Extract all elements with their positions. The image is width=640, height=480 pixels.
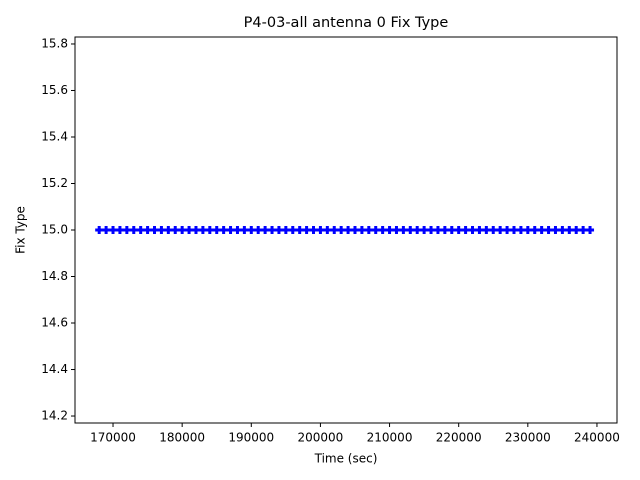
y-tick-label: 14.2 <box>41 409 68 423</box>
data-point <box>337 226 346 234</box>
data-point <box>254 226 263 234</box>
data-point <box>330 226 339 234</box>
data-point <box>109 226 118 234</box>
y-tick-label: 15.8 <box>41 36 68 50</box>
data-point <box>523 226 532 234</box>
data-point <box>551 226 560 234</box>
data-point <box>537 226 546 234</box>
data-point <box>503 226 512 234</box>
data-point <box>579 226 588 234</box>
data-point <box>212 226 221 234</box>
data-point <box>198 226 207 234</box>
data-point <box>461 226 470 234</box>
data-point <box>261 226 270 234</box>
data-point <box>344 226 353 234</box>
data-point <box>219 226 228 234</box>
y-tick-label: 14.6 <box>41 316 68 330</box>
data-point <box>247 226 256 234</box>
data-point <box>233 226 242 234</box>
data-point <box>586 226 595 234</box>
data-point <box>433 226 442 234</box>
data-point <box>95 226 104 234</box>
data-point <box>385 226 394 234</box>
data-point <box>516 226 525 234</box>
data-point <box>468 226 477 234</box>
data-point <box>164 226 173 234</box>
data-point <box>496 226 505 234</box>
x-axis-label: Time (sec) <box>314 452 378 466</box>
data-point <box>122 226 131 234</box>
data-point <box>226 226 235 234</box>
data-point <box>316 226 325 234</box>
data-point <box>413 226 422 234</box>
data-point <box>558 226 567 234</box>
data-point <box>185 226 194 234</box>
x-tick-label: 240000 <box>574 431 620 445</box>
data-point <box>399 226 408 234</box>
x-tick-label: 190000 <box>228 431 274 445</box>
data-point <box>143 226 152 234</box>
y-axis-label: Fix Type <box>14 206 28 254</box>
data-point <box>302 226 311 234</box>
data-point <box>378 226 387 234</box>
data-point <box>509 226 518 234</box>
data-point <box>454 226 463 234</box>
data-point <box>150 226 159 234</box>
data-point <box>565 226 574 234</box>
data-point <box>427 226 436 234</box>
data-point <box>475 226 484 234</box>
data-point <box>157 226 166 234</box>
y-tick-label: 15.6 <box>41 83 68 97</box>
data-point <box>323 226 332 234</box>
data-point <box>544 226 553 234</box>
data-point <box>357 226 366 234</box>
data-point <box>281 226 290 234</box>
chart-title: P4-03-all antenna 0 Fix Type <box>244 15 449 31</box>
data-point <box>309 226 318 234</box>
x-tick-label: 230000 <box>505 431 551 445</box>
data-point <box>482 226 491 234</box>
plot-area <box>95 226 595 234</box>
data-point <box>129 226 138 234</box>
data-point <box>136 226 145 234</box>
data-point <box>440 226 449 234</box>
y-tick-label: 15.2 <box>41 176 68 190</box>
data-point <box>406 226 415 234</box>
data-point <box>205 226 214 234</box>
data-point <box>447 226 456 234</box>
data-point <box>489 226 498 234</box>
data-point <box>420 226 429 234</box>
y-tick-label: 14.8 <box>41 269 68 283</box>
data-point <box>274 226 283 234</box>
data-point <box>268 226 277 234</box>
data-point <box>392 226 401 234</box>
data-point <box>288 226 297 234</box>
data-point <box>102 226 111 234</box>
x-tick-label: 210000 <box>367 431 413 445</box>
data-point <box>178 226 187 234</box>
x-tick-label: 180000 <box>159 431 205 445</box>
x-tick-label: 200000 <box>298 431 344 445</box>
x-tick-label: 170000 <box>90 431 136 445</box>
y-tick-label: 15.4 <box>41 129 68 143</box>
data-point <box>530 226 539 234</box>
data-point <box>115 226 124 234</box>
data-point <box>240 226 249 234</box>
data-point <box>171 226 180 234</box>
data-point <box>191 226 200 234</box>
data-point <box>371 226 380 234</box>
data-point <box>364 226 373 234</box>
y-tick-label: 15.0 <box>41 223 68 237</box>
data-point <box>572 226 581 234</box>
data-point <box>350 226 359 234</box>
x-tick-label: 220000 <box>436 431 482 445</box>
y-tick-label: 14.4 <box>41 362 68 376</box>
data-point <box>295 226 304 234</box>
